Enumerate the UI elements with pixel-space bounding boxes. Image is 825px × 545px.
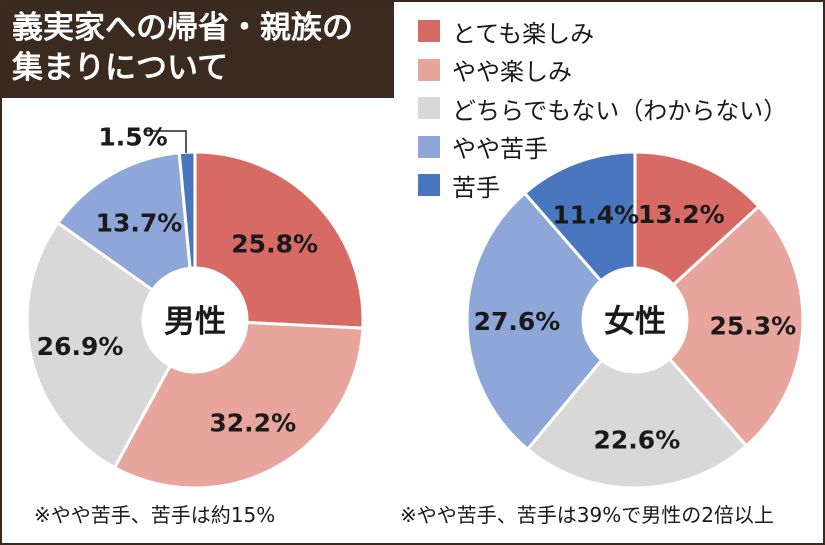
legend-swatch	[418, 58, 440, 81]
slice-male-somewhat-dislike	[55, 151, 192, 293]
center-label-male: 男性	[164, 304, 226, 340]
slice-female-very-enjoy	[633, 150, 761, 287]
legend-item-neutral: どちらでもない（わからない）	[418, 89, 787, 128]
leader-line-male	[144, 130, 187, 153]
title-box: 義実家への帰省・親族の 集まりについて	[2, 2, 394, 98]
title-line-2: 集まりについて	[12, 50, 229, 86]
legend-item-dislike: 苦手	[418, 166, 787, 205]
legend: とても楽しみ やや楽しみ どちらでもない（わからない） やや苦手 苦手	[418, 12, 787, 205]
data-label-female-neutral: 22.6%	[594, 425, 681, 454]
data-label-female-very-enjoy: 13.2%	[638, 200, 725, 229]
data-label-female-somewhat-dislike: 27.6%	[474, 307, 561, 336]
data-label-male-neutral: 26.9%	[37, 332, 124, 361]
legend-item-very-enjoy: とても楽しみ	[418, 12, 787, 51]
slice-female-somewhat-enjoy	[667, 204, 805, 448]
legend-swatch	[418, 174, 440, 197]
data-label-male-somewhat-dislike: 13.7%	[96, 209, 183, 238]
legend-label: やや楽しみ	[452, 58, 572, 87]
slice-male-neutral	[25, 220, 173, 470]
legend-swatch	[418, 97, 440, 120]
slice-male-somewhat-enjoy	[112, 320, 365, 490]
slice-male-dislike	[177, 150, 197, 270]
legend-label: やや苦手	[452, 135, 548, 164]
donut-female: 13.2% 25.3% 22.6% 27.6% 11.4% 女性	[465, 150, 805, 490]
data-label-female-somewhat-enjoy: 25.3%	[709, 312, 796, 341]
legend-item-somewhat-dislike: やや苦手	[418, 128, 787, 167]
legend-swatch	[418, 135, 440, 158]
legend-label: 苦手	[452, 173, 500, 202]
data-label-female-dislike: 11.4%	[552, 201, 639, 230]
legend-label: とても楽しみ	[452, 19, 595, 48]
title-line-1: 義実家への帰省・親族の	[12, 10, 353, 46]
slice-male-very-enjoy	[193, 150, 365, 330]
legend-label: どちらでもない（わからない）	[452, 96, 788, 125]
data-label-male-very-enjoy: 25.8%	[231, 230, 318, 259]
slice-female-neutral	[525, 356, 749, 490]
legend-item-somewhat-enjoy: やや楽しみ	[418, 51, 787, 90]
note-male: ※やや苦手、苦手は約15%	[34, 503, 276, 527]
data-label-male-dislike: 1.5%	[98, 123, 167, 152]
slice-female-dislike	[522, 150, 637, 283]
donut-male: 25.8% 32.2% 26.9% 13.7% 1.5% 男性	[25, 123, 365, 490]
note-female: ※やや苦手、苦手は39%で男性の2倍以上	[400, 503, 774, 527]
legend-swatch	[418, 20, 440, 43]
data-label-male-somewhat-enjoy: 32.2%	[209, 408, 296, 437]
center-label-female: 女性	[604, 304, 666, 340]
slice-female-somewhat-dislike	[465, 191, 604, 452]
